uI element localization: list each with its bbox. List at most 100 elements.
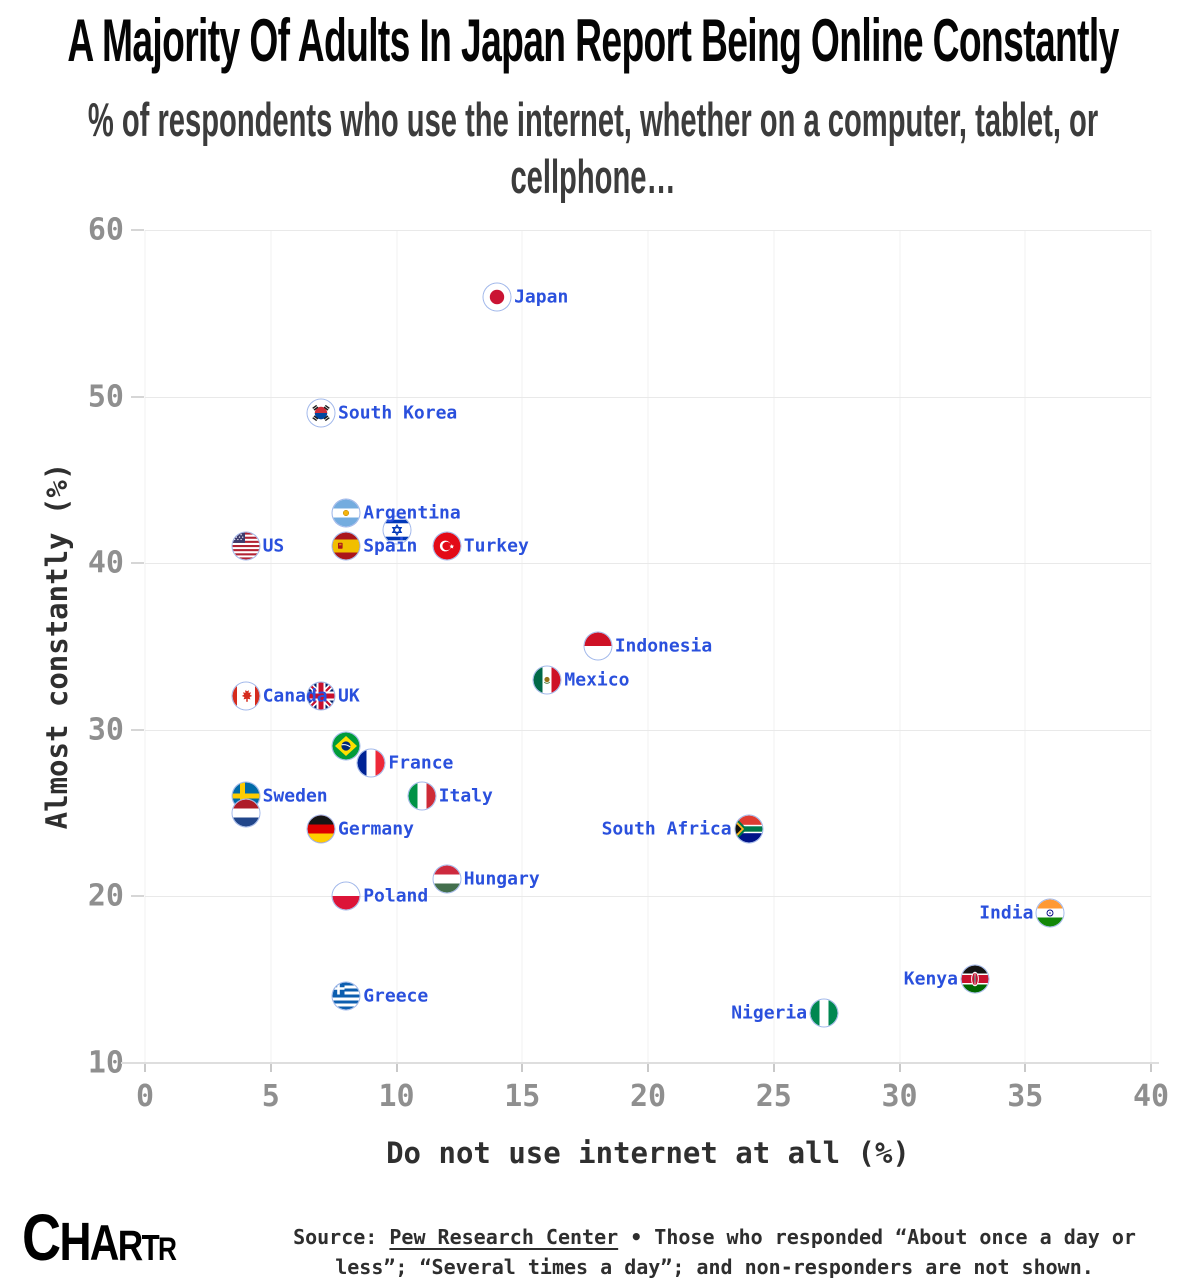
- ke-flag-icon: [961, 965, 989, 993]
- y-tick-label: 10: [87, 1045, 124, 1080]
- logo-letter: T: [141, 1227, 160, 1268]
- y-tick-label: 40: [87, 545, 124, 581]
- source-link[interactable]: Pew Research Center: [389, 1225, 619, 1249]
- point-netherlands: [232, 799, 260, 827]
- point-label-south-korea: South Korea: [338, 402, 458, 424]
- mx-flag-icon: [533, 666, 561, 694]
- point-japan: [483, 283, 511, 311]
- y-gridline: [145, 563, 1151, 564]
- x-gridline: [1024, 230, 1026, 1063]
- x-tick-label: 35: [1007, 1078, 1044, 1114]
- point-south-korea: [307, 399, 335, 427]
- y-tick-mark: [131, 895, 144, 897]
- point-label-nigeria: Nigeria: [731, 1002, 808, 1024]
- point-label-kenya: Kenya: [903, 968, 958, 990]
- logo-letter: C: [22, 1200, 61, 1274]
- source-prefix: Source:: [293, 1225, 390, 1249]
- y-gridline: [145, 896, 1151, 897]
- chart-title: A Majority Of Adults In Japan Report Bei…: [67, 7, 1119, 74]
- x-tick-mark: [1150, 1062, 1152, 1072]
- point-spain: [332, 532, 360, 560]
- point-france: [357, 749, 385, 777]
- gr-flag-icon: [332, 982, 360, 1010]
- x-gridline: [396, 230, 397, 1063]
- x-tick-label: 40: [1132, 1078, 1170, 1114]
- point-label-turkey: Turkey: [463, 535, 529, 557]
- x-tick-mark: [144, 1062, 146, 1072]
- nl-flag-icon: [232, 799, 260, 827]
- x-tick-mark: [1024, 1062, 1027, 1072]
- x-gridline: [270, 230, 272, 1063]
- x-tick-label: 0: [135, 1078, 155, 1114]
- point-label-japan: Japan: [514, 286, 569, 308]
- point-israel: [383, 516, 410, 544]
- x-gridline: [773, 230, 775, 1063]
- x-gridline: [1150, 230, 1152, 1063]
- x-axis-line: [121, 1061, 1159, 1064]
- source-rest: • Those who responded “About once a day …: [335, 1225, 1136, 1279]
- point-label-mexico: Mexico: [564, 669, 630, 691]
- point-label-hungary: Hungary: [463, 868, 540, 890]
- ca-flag-icon: [232, 682, 260, 710]
- x-tick-label: 10: [378, 1078, 415, 1114]
- y-tick-label: 20: [87, 878, 124, 914]
- point-india: [1036, 899, 1064, 927]
- x-tick-label: 25: [755, 1078, 792, 1114]
- it-flag-icon: [408, 782, 436, 810]
- x-tick-mark: [395, 1062, 398, 1072]
- point-label-india: India: [979, 902, 1034, 924]
- x-gridline: [144, 230, 146, 1063]
- point-canada: [232, 682, 260, 710]
- point-label-indonesia: Indonesia: [614, 635, 713, 657]
- chart-subtitle: % of respondents who use the internet, w…: [87, 93, 1099, 204]
- logo-letter: R: [117, 1222, 143, 1270]
- y-tick-mark: [131, 562, 144, 564]
- pl-flag-icon: [332, 882, 360, 910]
- fr-flag-icon: [357, 749, 385, 777]
- logo-letter: R: [157, 1231, 177, 1267]
- de-flag-icon: [307, 815, 335, 843]
- y-tick-label: 50: [87, 379, 124, 414]
- point-us: [232, 532, 260, 560]
- in-flag-icon: [1036, 899, 1064, 927]
- point-label-canada: Canada: [262, 685, 328, 707]
- point-label-us: US: [262, 535, 285, 557]
- point-label-poland: Poland: [363, 885, 429, 907]
- x-tick-label: 20: [629, 1078, 667, 1114]
- x-gridline: [647, 230, 649, 1063]
- hu-flag-icon: [433, 865, 461, 893]
- point-turkey: [433, 532, 461, 560]
- x-tick-label: 5: [261, 1078, 280, 1114]
- point-hungary: [433, 865, 461, 893]
- ng-flag-icon: [810, 999, 838, 1027]
- point-label-spain: Spain: [363, 535, 418, 557]
- point-label-sweden: Sweden: [262, 785, 328, 807]
- point-label-south-africa: South Africa: [601, 818, 732, 840]
- us-flag-icon: [232, 532, 260, 560]
- logo-letter: A: [89, 1215, 120, 1271]
- point-germany: [307, 815, 335, 843]
- x-tick-label: 30: [881, 1078, 918, 1114]
- point-argentina: [332, 499, 360, 527]
- source-note: Source: Pew Research Center • Those who …: [262, 1222, 1167, 1282]
- x-gridline: [899, 230, 900, 1063]
- id-flag-icon: [584, 632, 612, 660]
- point-nigeria: [810, 999, 838, 1027]
- point-label-italy: Italy: [438, 785, 493, 807]
- y-tick-label: 60: [87, 212, 124, 248]
- logo-letter: H: [59, 1212, 91, 1272]
- point-greece: [332, 982, 360, 1010]
- chart-header: A Majority Of Adults In Japan Report Bei…: [0, 6, 1186, 206]
- point-kenya: [961, 965, 989, 993]
- ar-flag-icon: [332, 499, 360, 527]
- y-tick-label: 30: [87, 712, 124, 747]
- x-tick-mark: [269, 1062, 272, 1072]
- x-gridline: [521, 230, 523, 1063]
- il-flag-icon: [383, 516, 410, 544]
- point-label-uk: UK: [338, 685, 360, 707]
- jp-flag-icon: [483, 283, 511, 311]
- point-poland: [332, 882, 360, 910]
- br-flag-icon: [332, 732, 360, 760]
